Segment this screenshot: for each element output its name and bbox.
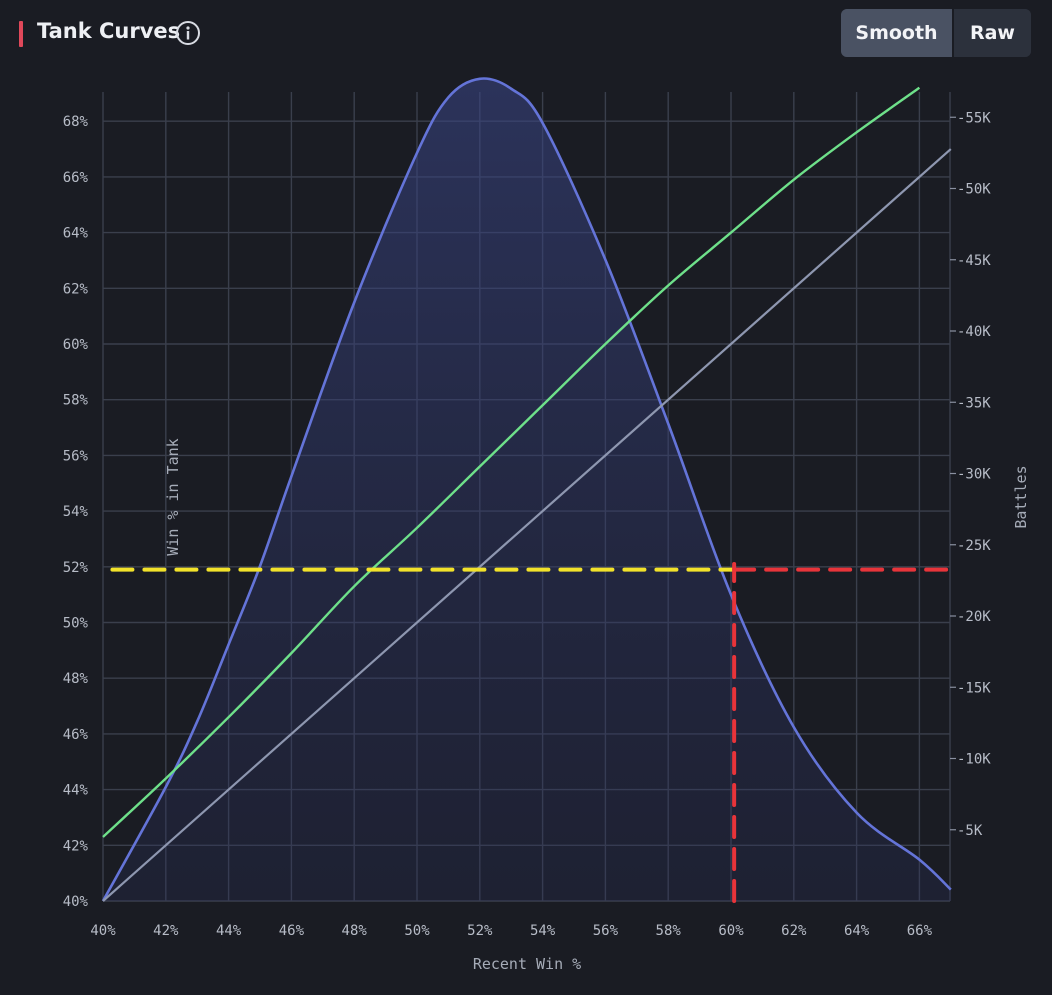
x-tick-label: 64%: [844, 923, 870, 939]
y-tick-label: 42%: [63, 838, 89, 854]
y-right-tick-label: -35K: [957, 395, 991, 411]
y-tick-label: 60%: [63, 337, 89, 353]
y-tick-label: 48%: [63, 671, 89, 687]
y-right-tick-label: -30K: [957, 467, 991, 483]
smooth-raw-toggle: Smooth Raw: [841, 9, 1031, 57]
y-tick-label: 68%: [63, 114, 89, 130]
info-icon[interactable]: [175, 20, 201, 46]
y-tick-label: 58%: [63, 393, 89, 409]
x-tick-label: 58%: [656, 923, 682, 939]
y-tick-label: 66%: [63, 170, 89, 186]
y-right-tick-label: -10K: [957, 752, 991, 768]
x-tick-label: 46%: [279, 923, 305, 939]
x-tick-label: 56%: [593, 923, 619, 939]
y-right-tick-label: -25K: [957, 538, 991, 554]
y-tick-label: 64%: [63, 226, 89, 242]
battles-distribution-line: [101, 77, 952, 902]
y-right-tick-label: -20K: [957, 609, 991, 625]
title-accent-bar: [19, 21, 23, 47]
x-tick-label: 44%: [216, 923, 242, 939]
y-axis-title-right: Battles: [1012, 465, 1030, 528]
y-tick-label: 62%: [63, 281, 89, 297]
raw-button[interactable]: Raw: [952, 9, 1031, 57]
y-tick-label: 44%: [63, 783, 89, 799]
y-tick-label: 56%: [63, 448, 89, 464]
y-tick-label: 52%: [63, 560, 89, 576]
reference-diagonal-line: [102, 148, 952, 902]
x-tick-label: 50%: [404, 923, 430, 939]
chart-header: Tank Curves Smooth Raw: [0, 0, 1052, 68]
chart-title: Tank Curves: [37, 19, 181, 43]
x-tick-label: 66%: [907, 923, 933, 939]
y-axis-title-left: Win % in Tank: [164, 438, 182, 555]
win-in-tank-line: [102, 86, 921, 838]
y-tick-label: 50%: [63, 616, 89, 632]
x-tick-label: 60%: [718, 923, 744, 939]
x-tick-label: 42%: [153, 923, 179, 939]
battles-distribution-area: [103, 78, 951, 901]
x-tick-label: 48%: [342, 923, 368, 939]
x-axis-ticks: 40% 42% 44% 46% 48% 50% 52% 54% 56% 58% 60% 62% 64% 6…: [90, 923, 932, 939]
y-right-tick-label: -50K: [957, 182, 991, 198]
smooth-button[interactable]: Smooth: [841, 9, 952, 57]
y-tick-label: 54%: [63, 504, 89, 520]
x-tick-label: 54%: [530, 923, 556, 939]
y-axis-ticks-right: -5K -10K -15K -20K -25K -30K -35K -40K -45K -50K -…: [950, 110, 991, 839]
x-axis-title: Recent Win %: [473, 955, 581, 973]
y-axis-ticks-left: 40% 42% 44% 46% 48% 50% 52% 54% 56% 58% 60% 62% 64% 6…: [63, 114, 89, 910]
x-tick-label: 40%: [90, 923, 116, 939]
y-right-tick-label: -5K: [957, 823, 983, 839]
x-tick-label: 62%: [781, 923, 807, 939]
y-right-tick-label: -40K: [957, 324, 991, 340]
y-tick-label: 40%: [63, 894, 89, 910]
y-right-tick-label: -45K: [957, 253, 991, 269]
x-tick-label: 52%: [467, 923, 493, 939]
hand-drawn-annotations: [110, 562, 953, 903]
y-tick-label: 46%: [63, 727, 89, 743]
y-right-tick-label: -15K: [957, 680, 991, 696]
y-right-tick-label: -55K: [957, 110, 991, 126]
